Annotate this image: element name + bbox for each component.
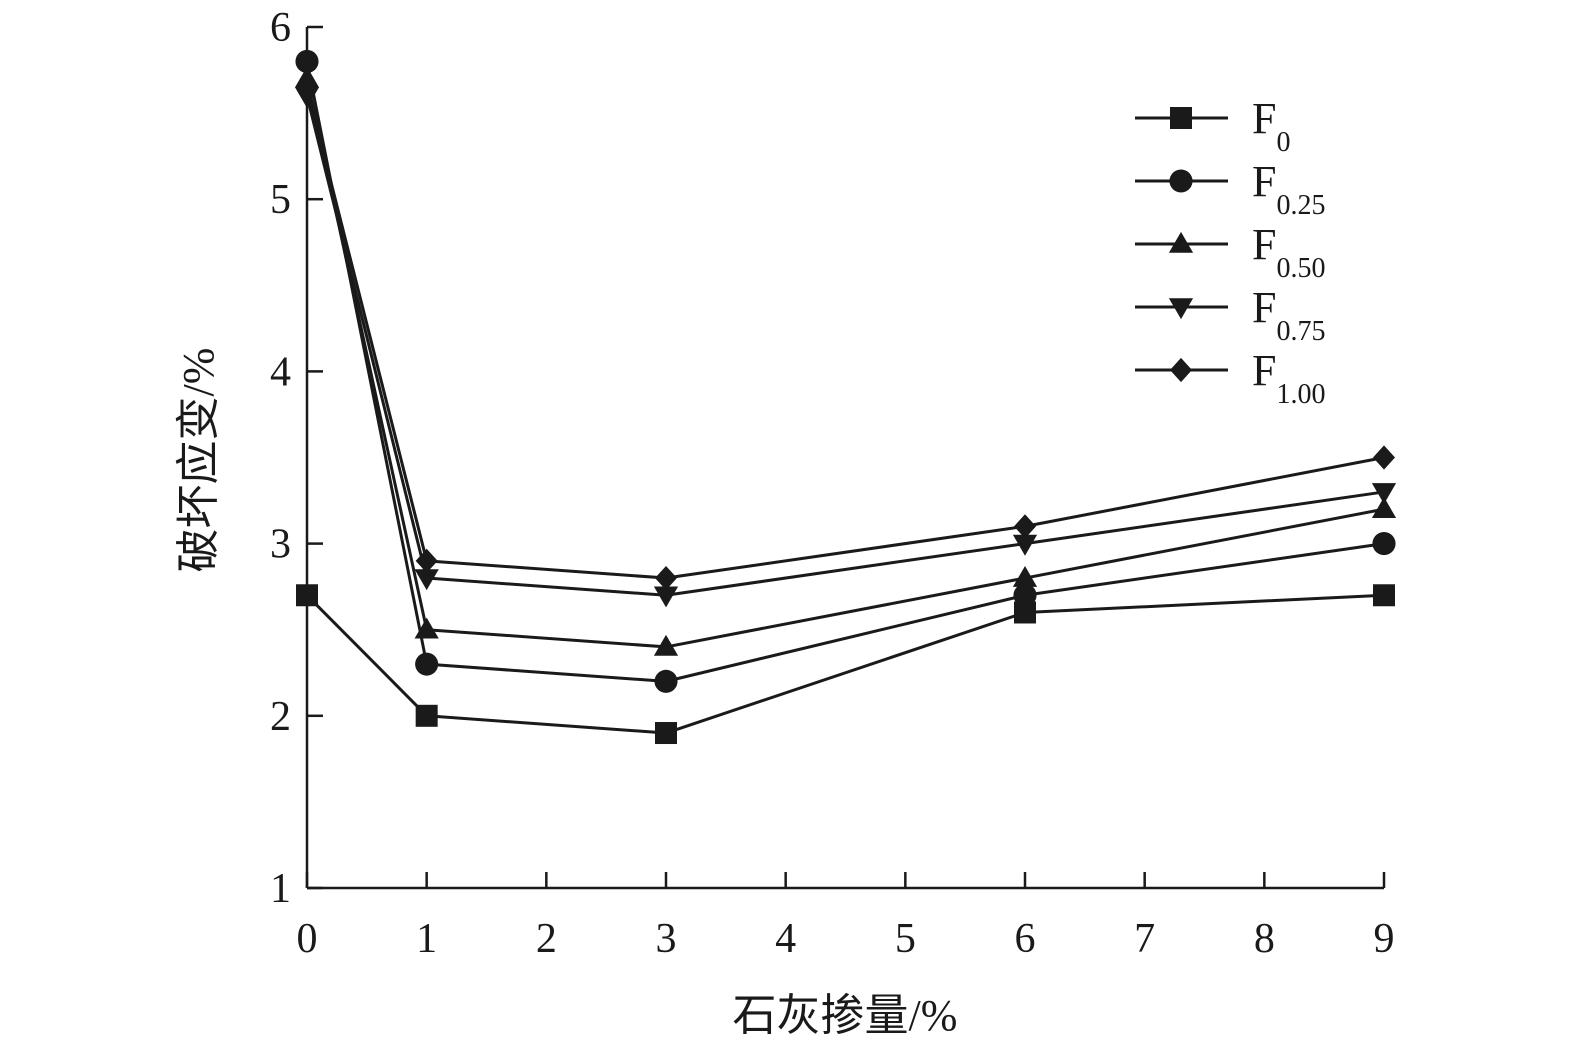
legend-subscript: 0	[1276, 127, 1290, 158]
data-point	[654, 669, 678, 693]
data-point	[1373, 584, 1395, 607]
series-line	[305, 95, 1385, 597]
data-point	[653, 586, 679, 608]
legend-entry: F0.75	[1135, 283, 1325, 347]
x-tick-label: 7	[1134, 916, 1155, 962]
data-point	[414, 569, 439, 591]
legend-marker	[1168, 298, 1194, 320]
y-tick-label: 6	[270, 5, 291, 51]
x-tick-label: 3	[656, 916, 677, 962]
data-point	[1013, 583, 1037, 607]
y-tick-label: 1	[270, 866, 291, 912]
x-tick-label: 6	[1015, 916, 1036, 962]
legend-entry: F0.50	[1135, 220, 1325, 284]
legend-subscript: 1.00	[1276, 379, 1325, 410]
series-F1.00	[296, 75, 1395, 591]
series-F0.25	[295, 49, 1396, 693]
data-point	[1014, 514, 1036, 539]
x-axis-title: 石灰掺量/%	[733, 991, 958, 1040]
legend-label: F0.75	[1252, 283, 1325, 347]
legend-entry: F0.25	[1135, 157, 1325, 221]
series-line	[305, 593, 1385, 735]
legend-marker	[1168, 231, 1194, 253]
y-tick-label: 4	[270, 349, 291, 395]
series-F0.75	[294, 87, 1397, 608]
data-point	[1371, 497, 1397, 518]
data-point	[1012, 565, 1038, 587]
data-point	[1372, 532, 1396, 556]
legend-entry: F0	[1135, 94, 1290, 158]
data-point	[296, 584, 318, 607]
data-point	[415, 548, 438, 573]
data-point	[295, 49, 319, 73]
x-tick-label: 0	[297, 916, 318, 962]
series-line	[305, 78, 1385, 649]
series-line	[305, 86, 1385, 580]
y-tick-label: 2	[270, 694, 291, 740]
data-point	[415, 652, 439, 676]
data-point	[1014, 601, 1036, 624]
data-point	[653, 634, 679, 656]
x-tick-label: 9	[1374, 916, 1395, 962]
legend-label: F0.50	[1252, 220, 1325, 284]
legend-entry: F1.00	[1135, 346, 1325, 410]
y-tick-label: 3	[270, 522, 291, 568]
x-tick-label: 4	[775, 916, 796, 962]
legend-label: F1.00	[1252, 346, 1325, 410]
data-point	[414, 617, 439, 639]
data-point	[655, 565, 677, 591]
data-point	[655, 722, 677, 745]
y-tick-label: 5	[270, 177, 291, 223]
data-point	[1012, 534, 1038, 556]
legend-label: F0	[1252, 94, 1290, 158]
series-F0	[296, 584, 1395, 745]
legend-marker	[1170, 107, 1192, 129]
x-tick-label: 5	[895, 916, 916, 962]
legend-label: F0.25	[1252, 157, 1325, 221]
x-tick-label: 8	[1254, 916, 1275, 962]
legend-marker	[1170, 357, 1192, 383]
data-point	[1371, 483, 1397, 505]
series-F0.50	[294, 66, 1397, 656]
legend-marker	[1169, 169, 1193, 193]
x-tick-label: 1	[416, 916, 437, 962]
data-point	[415, 704, 438, 727]
legend-subscript: 0.50	[1276, 253, 1325, 284]
data-point	[296, 75, 318, 100]
legend-subscript: 0.75	[1276, 316, 1325, 347]
data-point	[1373, 445, 1395, 470]
legend-subscript: 0.25	[1276, 190, 1325, 221]
y-axis-title: 破坏应变/%	[174, 348, 223, 573]
series-layer	[294, 49, 1397, 745]
x-tick-label: 2	[536, 916, 557, 962]
